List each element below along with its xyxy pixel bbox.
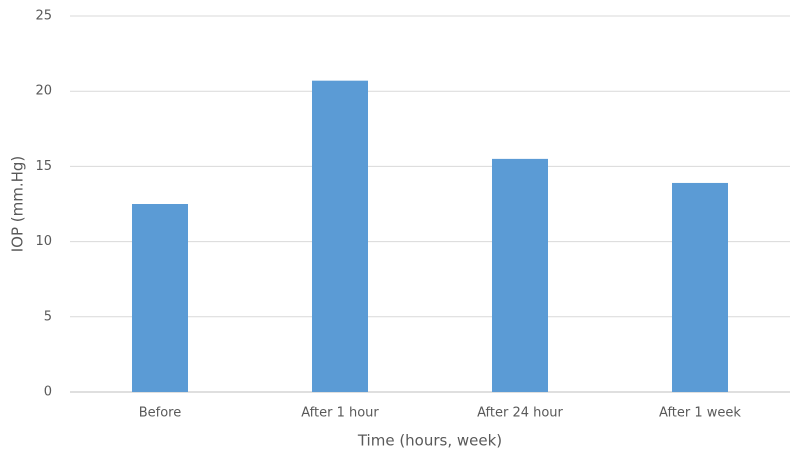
y-tick-label: 5 [44, 309, 52, 324]
x-tick-label: Before [139, 406, 182, 421]
bar [312, 80, 368, 392]
x-tick-label: After 24 hour [477, 406, 563, 421]
y-tick-label: 10 [35, 234, 52, 249]
y-tick-label: 0 [44, 385, 52, 400]
x-tick-label: After 1 hour [301, 406, 379, 421]
y-tick-label: 20 [35, 84, 52, 99]
x-tick-label: After 1 week [659, 406, 741, 421]
y-axis-title: IOP (mm.Hg) [9, 156, 27, 253]
bar [672, 182, 728, 392]
bar [132, 204, 188, 392]
y-tick-label: 25 [35, 9, 52, 24]
bar [492, 158, 548, 392]
y-tick-label: 15 [35, 159, 52, 174]
x-axis-title: Time (hours, week) [357, 432, 502, 450]
